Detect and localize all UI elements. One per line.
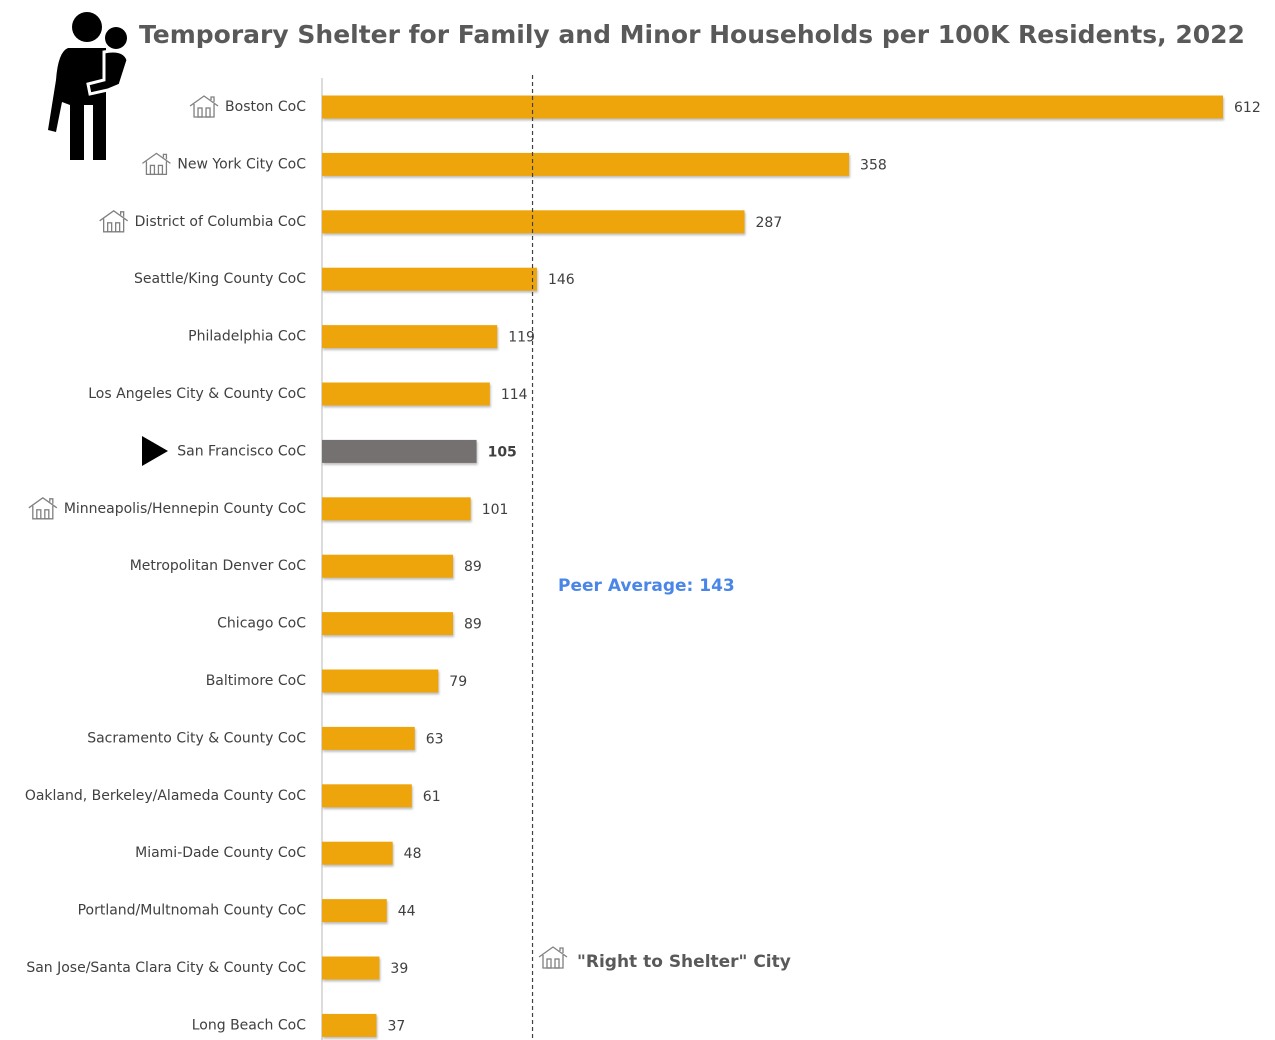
category-label: Miami-Dade County CoC [135, 845, 306, 861]
value-label: 89 [464, 617, 482, 633]
peer-average-label: Peer Average: 143 [558, 576, 735, 596]
house-icon [28, 497, 58, 520]
bar [322, 210, 745, 234]
house-door [205, 107, 211, 118]
house-roof [99, 210, 129, 233]
bar [322, 325, 498, 349]
bar [322, 841, 393, 865]
category-label: Minneapolis/Hennepin County CoC [64, 501, 306, 517]
bar [322, 152, 850, 176]
value-label: 105 [488, 444, 517, 460]
category-label: Seattle/King County CoC [134, 271, 306, 287]
bar [322, 726, 415, 750]
category-label: San Jose/Santa Clara City & County CoC [26, 960, 306, 976]
house-roof [189, 95, 219, 118]
value-label: 48 [404, 846, 422, 862]
bar [322, 267, 537, 291]
bar [322, 439, 477, 463]
category-label: Oakland, Berkeley/Alameda County CoC [25, 788, 306, 804]
person-icon [48, 12, 130, 160]
house-roof [142, 152, 171, 176]
bar [322, 899, 387, 923]
value-label: 37 [387, 1018, 405, 1034]
category-label: Philadelphia CoC [188, 329, 306, 345]
value-label: 119 [508, 330, 535, 346]
value-label: 61 [423, 789, 441, 805]
highlight-marker [142, 436, 168, 466]
value-label: 287 [756, 215, 783, 231]
category-label: Los Angeles City & County CoC [88, 386, 306, 402]
bar [322, 554, 454, 578]
category-label: New York City CoC [177, 156, 306, 172]
category-label: Portland/Multnomah County CoC [78, 903, 307, 919]
house-roof [28, 497, 58, 520]
value-label: 114 [501, 387, 528, 403]
house-icon [538, 946, 568, 969]
house-door [149, 164, 156, 176]
bar [322, 956, 380, 980]
category-label: Baltimore CoC [206, 673, 307, 689]
value-label: 612 [1234, 100, 1261, 116]
house-door [197, 107, 203, 118]
category-label: Metropolitan Denver CoC [130, 558, 307, 574]
bar [322, 669, 439, 693]
value-label: 89 [464, 559, 482, 575]
value-label: 101 [482, 502, 509, 518]
value-label: 63 [426, 731, 444, 747]
bar [322, 497, 471, 521]
chart-title: Temporary Shelter for Family and Minor H… [139, 20, 1245, 49]
house-door [44, 509, 50, 520]
bar [322, 612, 454, 636]
house-door [107, 222, 113, 233]
house-door [157, 164, 164, 176]
house-door [546, 958, 552, 969]
category-label: District of Columbia CoC [135, 214, 307, 230]
house-door [36, 509, 42, 520]
bar [322, 95, 1223, 119]
category-label: Boston CoC [225, 99, 306, 115]
value-label: 39 [390, 961, 408, 977]
value-label: 79 [449, 674, 467, 690]
value-label: 44 [398, 904, 416, 920]
bar [322, 1013, 377, 1037]
category-label: Sacramento City & County CoC [87, 730, 306, 746]
value-label: 146 [548, 272, 575, 288]
house-door [115, 222, 121, 233]
bar [322, 382, 490, 406]
category-label: Long Beach CoC [192, 1017, 306, 1033]
house-icon [189, 95, 219, 118]
house-roof [538, 946, 568, 969]
bar [322, 784, 412, 808]
house-icon [99, 210, 129, 233]
house-icon [142, 152, 171, 176]
category-label: Chicago CoC [217, 616, 306, 632]
value-label: 358 [860, 157, 887, 173]
house-door [554, 958, 560, 969]
category-label: San Francisco CoC [177, 443, 306, 459]
legend-label: "Right to Shelter" City [577, 952, 791, 972]
